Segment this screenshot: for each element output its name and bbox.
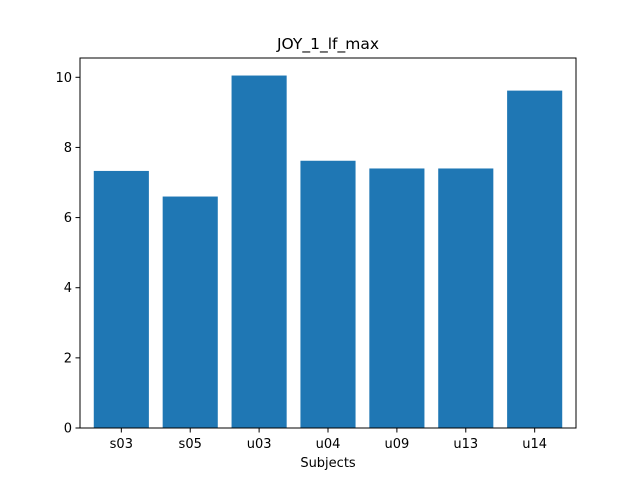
x-tick-label: u14: [522, 437, 547, 452]
y-tick-label: 8: [64, 141, 72, 156]
bar-u13: [438, 168, 494, 428]
bar-u03: [231, 75, 287, 428]
x-tick-label: u03: [247, 437, 272, 452]
bars-group: [93, 75, 563, 429]
bar-s03: [93, 170, 149, 429]
bar-u09: [369, 168, 425, 428]
x-axis-label: Subjects: [300, 456, 356, 471]
y-tick-label: 2: [64, 351, 72, 366]
x-tick-label: s03: [110, 437, 133, 452]
bar-s05: [162, 196, 218, 428]
y-tick-label: 4: [64, 281, 72, 296]
x-tick-label: u04: [316, 437, 341, 452]
x-tick-label: u13: [453, 437, 478, 452]
x-tick-label: u09: [384, 437, 409, 452]
y-tick-label: 6: [64, 211, 72, 226]
bar-u14: [507, 90, 563, 428]
x-tick-label: s05: [179, 437, 202, 452]
y-tick-label: 0: [64, 422, 72, 437]
x-axis: s03 s05 u03 u04 u09 u13 u14: [110, 428, 547, 452]
bar-u04: [300, 160, 356, 428]
chart-title: JOY_1_lf_max: [276, 35, 379, 54]
y-tick-label: 10: [55, 71, 72, 86]
plot-frame: [79, 57, 577, 429]
y-axis: 0 2 4 6 8 10: [55, 71, 80, 437]
